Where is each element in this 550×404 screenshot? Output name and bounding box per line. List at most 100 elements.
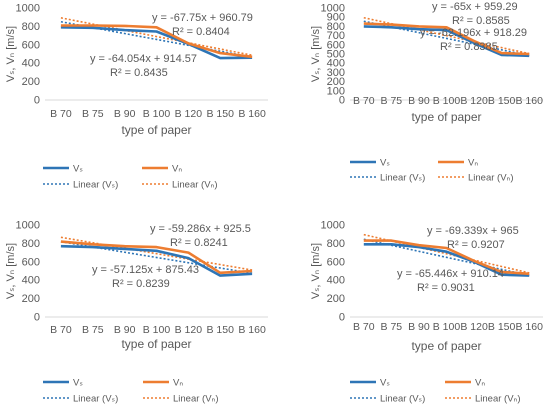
legend-label: Vₛ (380, 378, 390, 389)
legend-label: Vₙ (172, 164, 182, 175)
x-tick-label: B 70 (353, 321, 375, 333)
trendline-r-squared: R² = 0.8404 (172, 26, 230, 38)
trendline-r-squared: R² = 0.8385 (440, 41, 498, 53)
x-tick-label: B 150 (488, 95, 516, 107)
trendline-vn (60, 236, 253, 271)
y-axis-title: Vₛ, Vₙ [m/s] (310, 26, 322, 82)
x-tick-label: B 160 (515, 95, 543, 107)
y-tick-label: 1000 (16, 220, 40, 232)
legend-label: Linear (Vₛ) (73, 394, 118, 404)
trendline-r-squared: R² = 0.8585 (452, 15, 510, 27)
chart-4: 0 200 400 600 800 1000 Vₛ, Vₙ [m/s] B 70 B 75 B 9… (310, 220, 543, 404)
legend-label: Linear (Vₙ) (173, 394, 219, 404)
series-line-vs (60, 26, 253, 60)
x-tick-label: B 90 (114, 324, 136, 336)
series-line-vs (363, 25, 530, 58)
legend-label: Vₛ (380, 158, 390, 169)
y-tick-label: 400 (22, 58, 40, 70)
x-tick-label: B 75 (381, 321, 403, 333)
chart-panel-4: 0 200 400 600 800 1000 Vₛ, Vₙ [m/s] B 70 B 75 B 9… (275, 202, 550, 404)
legend-label: Vₙ (468, 158, 478, 169)
x-tick-label: B 70 (50, 324, 72, 336)
x-tick-label: B 100 (143, 108, 171, 120)
trendline-r-squared: R² = 0.8239 (112, 278, 170, 290)
x-tick-label: B 90 (408, 321, 430, 333)
y-axis-title: Vₛ, Vₙ [m/s] (5, 243, 17, 299)
y-tick-label: 200 (327, 293, 345, 305)
y-tick-label: 200 (22, 76, 40, 88)
y-tick-label: 1000 (321, 3, 345, 15)
x-tick-label: B 70 (50, 108, 72, 120)
x-tick-label: B 75 (381, 95, 403, 107)
x-axis-title: type of paper (411, 339, 481, 353)
series-line-vn (363, 239, 530, 276)
series-line-vs (60, 244, 253, 277)
x-tick-label: B 150 (206, 108, 234, 120)
legend-label: Vₛ (73, 378, 83, 389)
x-tick-label: B 100 (143, 324, 171, 336)
series-line-vn (60, 240, 253, 275)
legend-label: Linear (Vₛ) (380, 394, 425, 404)
y-tick-label: 900 (327, 12, 345, 24)
legend-label: Vₙ (475, 378, 485, 389)
y-tick-label: 400 (327, 275, 345, 287)
y-tick-label: 0 (339, 312, 345, 324)
y-tick-label: 400 (22, 275, 40, 287)
y-tick-label: 400 (327, 58, 345, 70)
trendline-equation: y = -57.125x + 875.43 (92, 264, 199, 276)
x-tick-label: B 150 (488, 321, 516, 333)
x-axis-title: type of paper (121, 337, 191, 351)
y-tick-label: 800 (22, 21, 40, 33)
trendline-equation: y = -65.446x + 910.14 (397, 268, 504, 280)
y-tick-label: 1000 (16, 3, 40, 15)
x-axis-title: type of paper (121, 123, 191, 137)
x-tick-label: B 160 (515, 321, 543, 333)
trendline-r-squared: R² = 0.9031 (417, 282, 475, 294)
x-tick-label: B 70 (353, 95, 375, 107)
chart-panel-1: 0 200 400 600 800 1000 Vₛ, Vₙ [m/s] B 70 B 75 B 9… (0, 0, 275, 202)
trendline-vn (60, 17, 253, 57)
y-tick-label: 800 (327, 238, 345, 250)
chart-panel-3: 0 200 400 600 800 1000 Vₛ, Vₙ [m/s] B 70 B 75 B 9… (0, 202, 275, 404)
trendline-equation: y = -69.339x + 965 (427, 225, 519, 237)
y-tick-label: 700 (327, 30, 345, 42)
y-axis-title: Vₛ, Vₙ [m/s] (5, 26, 17, 82)
x-tick-label: B 90 (114, 108, 136, 120)
x-axis-title: type of paper (411, 110, 481, 124)
y-tick-label: 600 (22, 39, 40, 51)
x-tick-label: B 75 (82, 108, 104, 120)
y-tick-label: 0 (34, 312, 40, 324)
legend-label: Linear (Vₛ) (73, 180, 118, 191)
series-line-vn (363, 22, 530, 56)
x-tick-label: B 150 (206, 324, 234, 336)
trendline-equation: y = -59.286x + 925.5 (150, 223, 251, 235)
y-tick-label: 600 (327, 39, 345, 51)
chart-panel-2: 0 100 200 300 400 500 600 700 800 900 1000 Vₛ, Vₙ [… (275, 0, 550, 202)
x-tick-label: B 160 (238, 108, 266, 120)
chart-3: 0 200 400 600 800 1000 Vₛ, Vₙ [m/s] B 70 B 75 B 9… (5, 220, 268, 404)
x-tick-label: B 75 (82, 324, 104, 336)
chart-1: 0 200 400 600 800 1000 Vₛ, Vₙ [m/s] B 70 B 75 B 9… (5, 3, 268, 191)
x-tick-label: B 160 (238, 324, 266, 336)
y-tick-label: 1000 (321, 220, 345, 232)
y-tick-label: 500 (327, 49, 345, 61)
trendline-equation: y = -64.054x + 914.57 (90, 53, 197, 65)
y-tick-label: 200 (22, 293, 40, 305)
trendline-equation: y = -65x + 959.29 (432, 1, 518, 13)
x-tick-label: B 120 (460, 321, 488, 333)
series-line-vs (363, 242, 530, 277)
legend-label: Linear (Vₙ) (468, 173, 514, 184)
trendline-equation: y = -67.75x + 960.79 (152, 12, 253, 24)
y-tick-label: 200 (327, 76, 345, 88)
y-tick-label: 0 (339, 95, 345, 107)
y-tick-label: 300 (327, 67, 345, 79)
y-tick-label: 800 (327, 21, 345, 33)
legend-label: Linear (Vₙ) (475, 394, 521, 404)
y-tick-label: 800 (22, 238, 40, 250)
y-tick-label: 600 (22, 256, 40, 268)
legend-label: Linear (Vₛ) (380, 173, 425, 184)
x-tick-label: B 90 (408, 95, 430, 107)
y-tick-label: 600 (327, 256, 345, 268)
series-line-vn (60, 24, 253, 59)
